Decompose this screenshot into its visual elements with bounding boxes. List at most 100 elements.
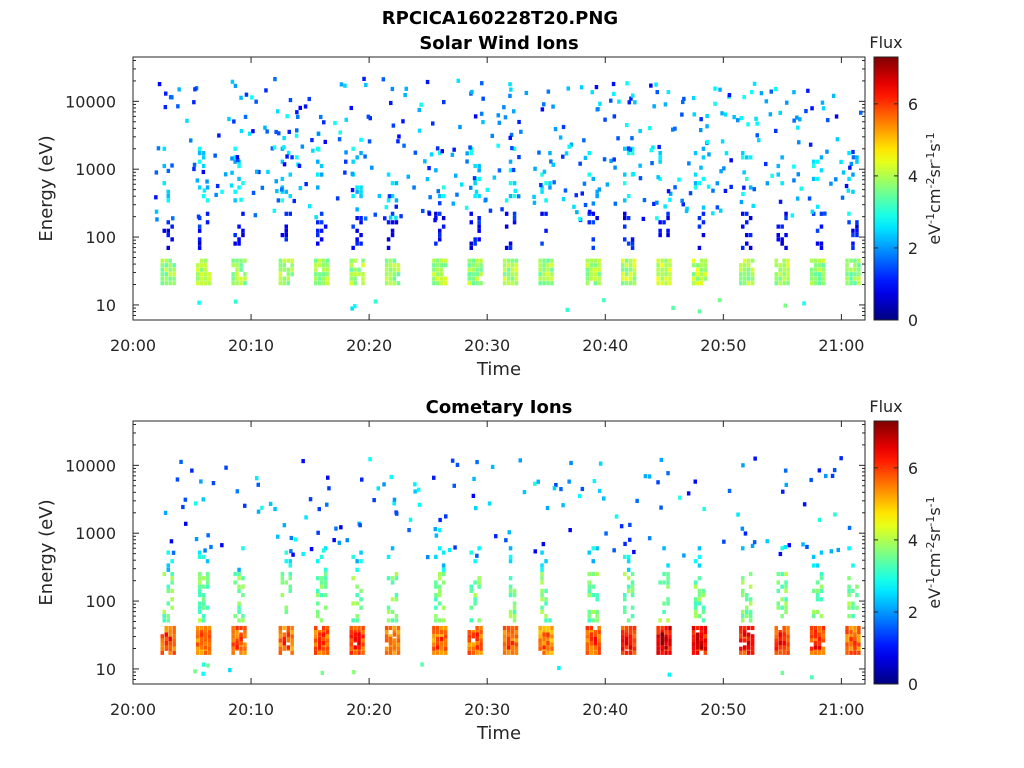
heatmap-cell bbox=[197, 601, 202, 606]
heatmap-cell bbox=[802, 502, 807, 507]
heatmap-cell bbox=[656, 480, 660, 485]
heatmap-cell bbox=[743, 638, 747, 643]
heatmap-cell bbox=[469, 584, 473, 589]
heatmap-cell bbox=[774, 646, 778, 651]
heatmap-cell bbox=[286, 645, 290, 650]
heatmap-cell bbox=[441, 224, 446, 229]
heatmap-cell bbox=[832, 468, 837, 473]
heatmap-cell bbox=[849, 161, 854, 166]
heatmap-cell bbox=[160, 634, 164, 639]
heatmap-cell bbox=[203, 625, 208, 631]
heatmap-cell bbox=[764, 99, 769, 104]
heatmap-cell bbox=[693, 559, 698, 564]
heatmap-cell bbox=[589, 646, 593, 651]
heatmap-cell bbox=[256, 509, 261, 514]
heatmap-cell bbox=[205, 571, 210, 577]
heatmap-cell bbox=[196, 634, 200, 639]
heatmap-cell bbox=[628, 272, 633, 277]
heatmap-cell bbox=[473, 181, 477, 186]
heatmap-cell bbox=[473, 114, 478, 119]
heatmap-cell bbox=[506, 645, 511, 650]
heatmap-cell bbox=[649, 148, 653, 153]
y-tick-label: 10000 bbox=[65, 456, 116, 475]
heatmap-cell bbox=[719, 169, 723, 174]
heatmap-cell bbox=[540, 189, 544, 194]
heatmap-cell bbox=[752, 187, 756, 192]
heatmap-cell bbox=[817, 517, 822, 522]
heatmap-cell bbox=[243, 281, 247, 286]
heatmap-cell bbox=[467, 263, 471, 268]
heatmap-cell bbox=[750, 543, 755, 548]
heatmap-cell bbox=[201, 593, 206, 598]
heatmap-cell bbox=[197, 554, 202, 559]
heatmap-cell bbox=[434, 533, 439, 538]
heatmap-cell bbox=[388, 258, 393, 263]
heatmap-cell bbox=[821, 650, 826, 655]
heatmap-cell bbox=[197, 224, 202, 229]
heatmap-cell bbox=[548, 185, 552, 190]
heatmap-cell bbox=[309, 547, 314, 552]
heatmap-cell bbox=[664, 636, 668, 641]
heatmap-cell bbox=[467, 258, 471, 263]
heatmap-cell bbox=[494, 534, 498, 539]
heatmap-cell bbox=[628, 276, 633, 281]
heatmap-cell bbox=[666, 189, 671, 194]
heatmap-cell bbox=[743, 263, 747, 268]
heatmap-cell bbox=[388, 636, 393, 641]
heatmap-cell bbox=[706, 184, 711, 189]
heatmap-cell bbox=[502, 646, 507, 651]
heatmap-cell bbox=[796, 125, 800, 130]
heatmap-cell bbox=[235, 281, 239, 286]
heatmap-cell bbox=[436, 625, 440, 631]
heatmap-cell bbox=[467, 630, 471, 635]
heatmap-cell bbox=[168, 281, 172, 286]
colorbar bbox=[873, 56, 899, 321]
heatmap-cell bbox=[235, 258, 239, 263]
heatmap-cell bbox=[552, 180, 556, 185]
heatmap-cell bbox=[751, 203, 755, 208]
heatmap-cell bbox=[546, 258, 550, 263]
heatmap-cell bbox=[164, 263, 168, 268]
heatmap-cell bbox=[453, 545, 457, 550]
heatmap-cell bbox=[440, 281, 444, 286]
heatmap-cell bbox=[384, 267, 389, 272]
heatmap-cell bbox=[318, 272, 322, 277]
heatmap-cell bbox=[621, 276, 625, 281]
heatmap-cell bbox=[540, 241, 544, 246]
heatmap-cell bbox=[508, 159, 513, 164]
heatmap-cell bbox=[434, 593, 438, 598]
heatmap-cell bbox=[502, 105, 506, 110]
heatmap-cell bbox=[239, 641, 243, 646]
heatmap-cell bbox=[585, 267, 590, 272]
heatmap-cell bbox=[628, 537, 632, 542]
heatmap-cell bbox=[587, 614, 591, 619]
heatmap-cell bbox=[750, 638, 755, 643]
heatmap-cell bbox=[361, 650, 365, 655]
heatmap-cell bbox=[471, 276, 475, 281]
heatmap-cell bbox=[355, 228, 359, 233]
heatmap-cell bbox=[235, 263, 239, 268]
heatmap-cell bbox=[477, 237, 481, 242]
heatmap-cell bbox=[207, 646, 212, 651]
heatmap-cell bbox=[479, 630, 483, 635]
heatmap-cell bbox=[231, 258, 235, 263]
heatmap-cell bbox=[316, 147, 321, 152]
heatmap-cell bbox=[502, 263, 507, 268]
heatmap-cell bbox=[857, 638, 861, 643]
heatmap-cell bbox=[477, 176, 481, 181]
heatmap-cell bbox=[381, 77, 386, 82]
heatmap-cell bbox=[235, 641, 239, 646]
heatmap-cell bbox=[325, 281, 330, 286]
heatmap-cell bbox=[820, 100, 825, 105]
heatmap-cell bbox=[349, 105, 353, 111]
heatmap-cell bbox=[298, 186, 303, 191]
heatmap-cell bbox=[197, 300, 201, 305]
heatmap-cell bbox=[243, 114, 248, 119]
heatmap-cell bbox=[477, 220, 481, 225]
heatmap-cell bbox=[361, 642, 365, 647]
heatmap-cell bbox=[355, 185, 359, 190]
heatmap-cell bbox=[717, 298, 722, 303]
heatmap-cell bbox=[359, 559, 363, 564]
heatmap-cell bbox=[396, 263, 401, 268]
